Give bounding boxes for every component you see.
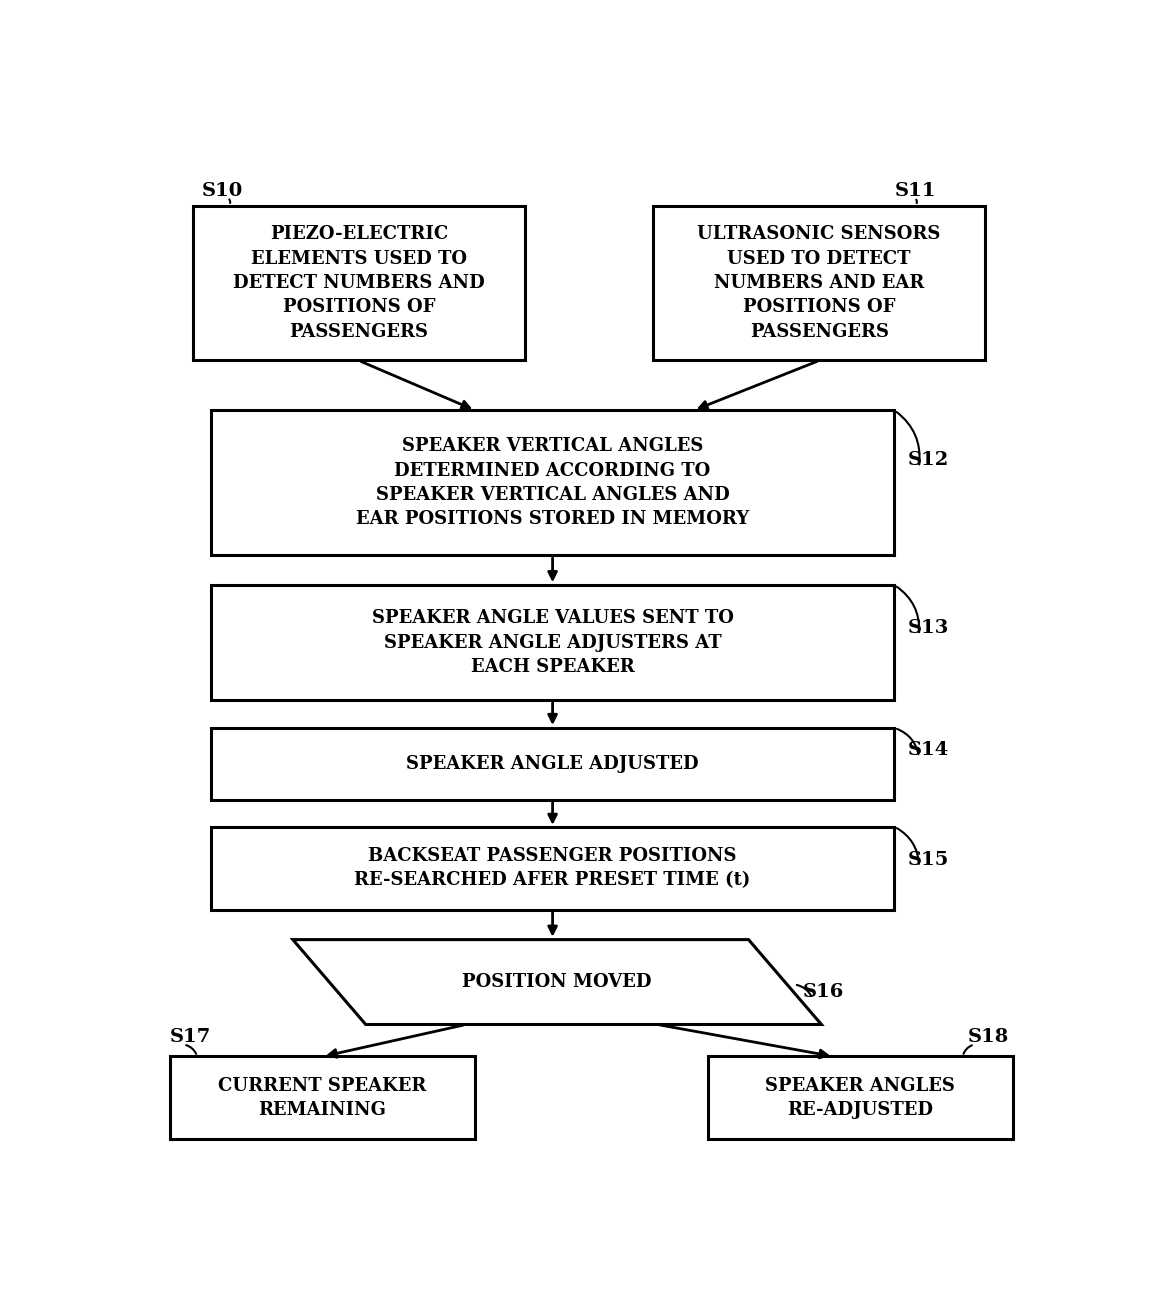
Text: S18: S18 bbox=[967, 1029, 1009, 1047]
Bar bbox=[211, 585, 895, 700]
Text: SPEAKER ANGLES
RE-ADJUSTED: SPEAKER ANGLES RE-ADJUSTED bbox=[766, 1077, 955, 1119]
Text: S16: S16 bbox=[803, 983, 844, 1000]
Text: S14: S14 bbox=[908, 741, 949, 759]
Text: S15: S15 bbox=[908, 851, 949, 869]
Bar bbox=[653, 206, 985, 361]
Bar bbox=[169, 1057, 475, 1139]
Text: S13: S13 bbox=[908, 619, 949, 637]
Text: S11: S11 bbox=[895, 182, 936, 200]
Bar bbox=[211, 826, 895, 909]
Bar bbox=[193, 206, 526, 361]
Polygon shape bbox=[293, 939, 821, 1025]
Text: ULTRASONIC SENSORS
USED TO DETECT
NUMBERS AND EAR
POSITIONS OF
PASSENGERS: ULTRASONIC SENSORS USED TO DETECT NUMBER… bbox=[697, 226, 941, 341]
Text: S12: S12 bbox=[908, 451, 949, 470]
Text: BACKSEAT PASSENGER POSITIONS
RE-SEARCHED AFER PRESET TIME (t): BACKSEAT PASSENGER POSITIONS RE-SEARCHED… bbox=[354, 847, 750, 890]
Text: SPEAKER VERTICAL ANGLES
DETERMINED ACCORDING TO
SPEAKER VERTICAL ANGLES AND
EAR : SPEAKER VERTICAL ANGLES DETERMINED ACCOR… bbox=[356, 437, 749, 528]
Text: CURRENT SPEAKER
REMAINING: CURRENT SPEAKER REMAINING bbox=[219, 1077, 427, 1119]
Text: POSITION MOVED: POSITION MOVED bbox=[462, 973, 652, 991]
Bar bbox=[211, 410, 895, 555]
Text: SPEAKER ANGLE VALUES SENT TO
SPEAKER ANGLE ADJUSTERS AT
EACH SPEAKER: SPEAKER ANGLE VALUES SENT TO SPEAKER ANG… bbox=[372, 610, 734, 676]
Text: SPEAKER ANGLE ADJUSTED: SPEAKER ANGLE ADJUSTED bbox=[406, 755, 699, 773]
Text: PIEZO-ELECTRIC
ELEMENTS USED TO
DETECT NUMBERS AND
POSITIONS OF
PASSENGERS: PIEZO-ELECTRIC ELEMENTS USED TO DETECT N… bbox=[233, 226, 485, 341]
Text: S17: S17 bbox=[169, 1029, 211, 1047]
Bar bbox=[211, 728, 895, 800]
Bar bbox=[708, 1057, 1013, 1139]
Text: S10: S10 bbox=[202, 182, 243, 200]
